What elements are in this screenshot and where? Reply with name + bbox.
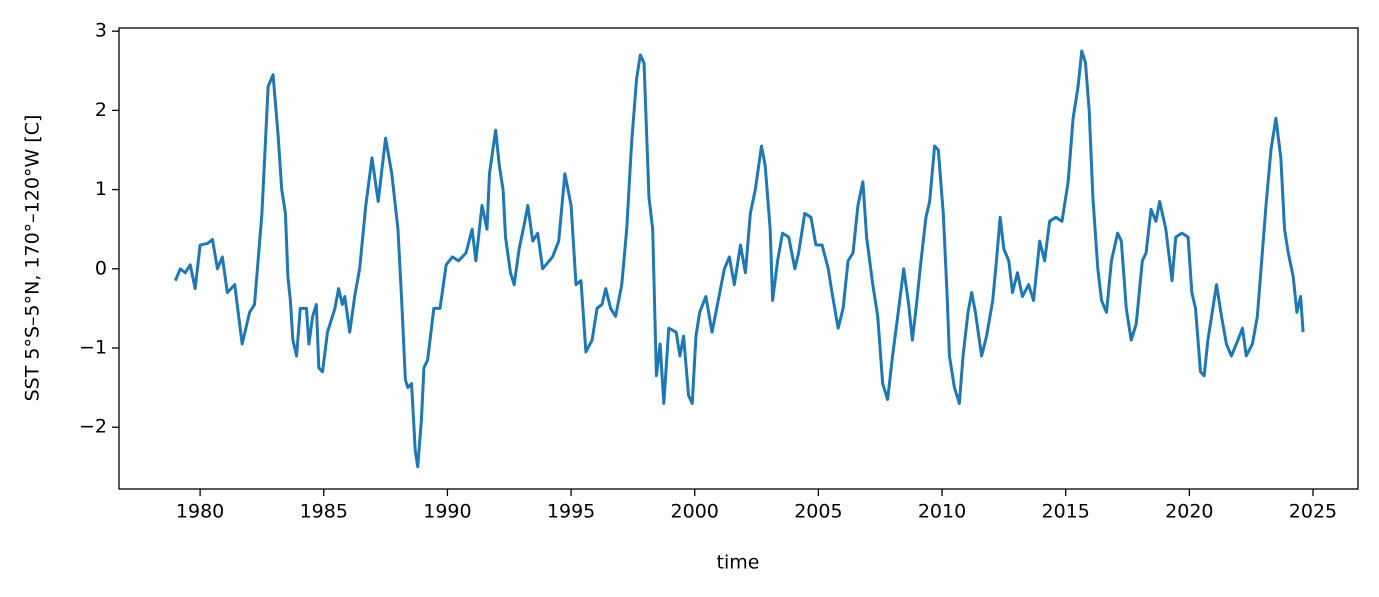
y-tick-label: −2 <box>79 416 107 438</box>
x-tick-label: 2020 <box>1165 501 1213 523</box>
x-tick-label: 2025 <box>1289 501 1337 523</box>
y-axis-label: SST 5°S–5°N, 170°–120°W [C] <box>22 115 44 402</box>
x-tick-label: 1980 <box>176 501 224 523</box>
y-tick-label: 3 <box>95 20 107 42</box>
y-tick-label: −1 <box>79 337 107 359</box>
x-tick-label: 1995 <box>547 501 595 523</box>
y-tick-label: 2 <box>95 99 107 121</box>
x-tick-label: 2000 <box>671 501 719 523</box>
x-tick-label: 2005 <box>794 501 842 523</box>
x-axis-label: time <box>717 552 760 574</box>
y-tick-label: 1 <box>95 178 107 200</box>
x-tick-label: 1985 <box>300 501 348 523</box>
plot-frame <box>118 27 1359 490</box>
x-tick-label: 1990 <box>423 501 471 523</box>
y-tick-label: 0 <box>95 257 107 279</box>
x-tick-label: 2015 <box>1042 501 1090 523</box>
data-line <box>174 49 1305 469</box>
x-tick-label: 2010 <box>918 501 966 523</box>
